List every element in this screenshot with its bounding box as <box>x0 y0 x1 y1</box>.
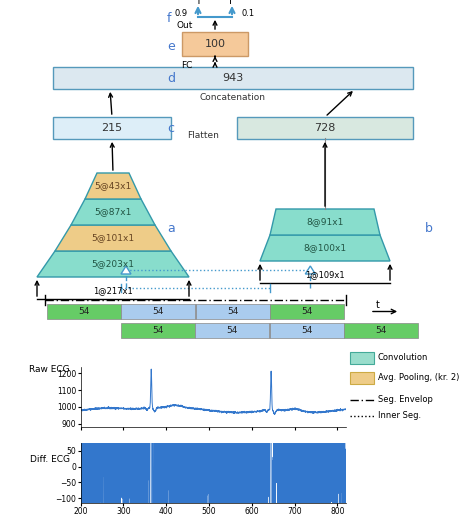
Text: Raw ECG: Raw ECG <box>29 365 70 374</box>
Polygon shape <box>260 235 390 261</box>
Bar <box>47 304 121 319</box>
Text: b: b <box>425 223 433 235</box>
Text: Concatenation: Concatenation <box>200 93 266 103</box>
Text: c: c <box>167 122 174 135</box>
Bar <box>350 372 374 384</box>
Text: 54: 54 <box>226 326 237 335</box>
Text: 100: 100 <box>204 39 226 49</box>
Text: 54: 54 <box>301 307 313 316</box>
Bar <box>196 304 270 319</box>
Text: f: f <box>167 13 172 26</box>
Text: d: d <box>167 71 175 84</box>
Text: 0.9: 0.9 <box>175 8 188 17</box>
Polygon shape <box>55 225 171 251</box>
Text: Out: Out <box>177 20 193 29</box>
Text: 8@100x1: 8@100x1 <box>303 244 346 253</box>
Text: F: F <box>229 0 235 6</box>
Text: 54: 54 <box>152 307 164 316</box>
Text: 54: 54 <box>375 326 387 335</box>
Bar <box>270 304 344 319</box>
Polygon shape <box>71 199 155 225</box>
Text: 215: 215 <box>101 123 123 133</box>
Text: Convolution: Convolution <box>378 354 428 363</box>
Bar <box>121 304 195 319</box>
Bar <box>270 323 344 338</box>
Bar <box>344 323 418 338</box>
Bar <box>350 352 374 364</box>
Polygon shape <box>85 173 141 199</box>
Text: 0.1: 0.1 <box>242 8 255 17</box>
Text: FC: FC <box>182 60 193 70</box>
Text: Inner Seg.: Inner Seg. <box>378 411 421 420</box>
Text: 54: 54 <box>301 326 313 335</box>
Text: 5@203x1: 5@203x1 <box>91 259 135 268</box>
Polygon shape <box>37 251 189 277</box>
Text: T: T <box>195 0 201 6</box>
Bar <box>121 323 195 338</box>
Text: 54: 54 <box>78 307 90 316</box>
Bar <box>53 67 413 89</box>
Text: 54: 54 <box>228 307 239 316</box>
Bar <box>182 32 248 56</box>
Text: 1@109x1: 1@109x1 <box>305 270 345 279</box>
Text: 5@87x1: 5@87x1 <box>94 208 132 216</box>
Text: 5@43x1: 5@43x1 <box>94 181 132 191</box>
Text: 943: 943 <box>222 73 244 83</box>
Text: 54: 54 <box>152 326 164 335</box>
Polygon shape <box>305 266 315 274</box>
Text: Flatten: Flatten <box>187 130 219 139</box>
Text: 8@91x1: 8@91x1 <box>306 217 344 226</box>
Bar <box>237 117 413 139</box>
Text: a: a <box>167 223 175 235</box>
Text: 728: 728 <box>314 123 336 133</box>
Polygon shape <box>121 266 131 274</box>
Text: Seg. Envelop: Seg. Envelop <box>378 396 433 405</box>
Text: Avg. Pooling, (kr. 2): Avg. Pooling, (kr. 2) <box>378 374 459 383</box>
Text: 5@101x1: 5@101x1 <box>91 234 135 243</box>
Bar <box>195 323 269 338</box>
Text: Diff. ECG: Diff. ECG <box>30 454 70 464</box>
Text: 1@217x1: 1@217x1 <box>93 287 133 296</box>
Bar <box>195 304 196 319</box>
Polygon shape <box>270 209 380 235</box>
Text: e: e <box>167 40 175 53</box>
Text: t: t <box>376 300 380 311</box>
Bar <box>53 117 171 139</box>
Bar <box>269 323 270 338</box>
